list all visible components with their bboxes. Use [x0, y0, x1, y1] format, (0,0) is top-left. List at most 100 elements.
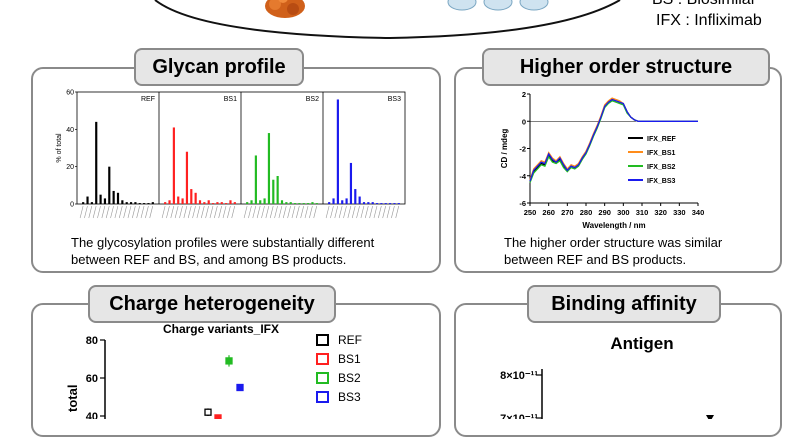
- glycan-bar: [147, 203, 150, 204]
- ifx-abbreviation: IFX : Infliximab: [656, 12, 762, 29]
- glycan-x-tick-label: [261, 205, 265, 219]
- glycan-x-tick-label: [391, 205, 395, 219]
- glycan-panel-label: REF: [141, 96, 155, 103]
- glycan-bar: [375, 203, 379, 204]
- cd-legend-label: IFX_BS2: [647, 164, 676, 171]
- glycan-x-tick-label: [282, 205, 287, 219]
- glycan-x-tick-label: [334, 205, 339, 219]
- glycan-bar: [125, 202, 128, 204]
- glycan-bar: [220, 202, 223, 204]
- glycan-x-tick-label: [300, 205, 304, 219]
- glycan-x-tick-label: [222, 205, 227, 219]
- cd-x-tick-label: 320: [654, 208, 667, 217]
- glycan-x-tick-label: [256, 205, 261, 219]
- glycan-x-tick-label: [243, 205, 248, 219]
- glycan-bar: [90, 202, 93, 204]
- cd-x-tick-label: 280: [580, 208, 593, 217]
- glycan-x-tick-label: [360, 205, 365, 219]
- charge-legend-label: BS2: [338, 371, 361, 385]
- glycan-x-tick-label: [231, 205, 236, 219]
- glycan-x-tick-label: [79, 205, 84, 219]
- cd-y-tick-label: -6: [519, 199, 526, 208]
- glycan-x-tick-label: [105, 205, 110, 219]
- glycan-y-label: % of total: [56, 133, 63, 163]
- cd-x-tick-label: 250: [524, 208, 537, 217]
- glycan-panel-title: Glycan profile: [134, 48, 304, 86]
- cd-x-tick-label: 260: [542, 208, 555, 217]
- glycan-x-tick-label: [325, 205, 330, 219]
- charge-y-tick-label: 60: [86, 373, 98, 385]
- cd-y-tick-label: 0: [522, 117, 526, 126]
- glycan-x-tick-label: [291, 205, 296, 219]
- glycan-x-tick-label: [145, 205, 149, 219]
- glycan-x-tick-label: [347, 205, 352, 219]
- glycan-bar: [246, 202, 249, 204]
- glycan-bar: [185, 151, 189, 204]
- glycan-bar: [362, 202, 366, 204]
- cd-y-label: CD / mdeg: [500, 129, 509, 169]
- cd-series-line: [529, 98, 698, 182]
- cd-x-tick-label: 330: [673, 208, 686, 217]
- charge-legend-swatch: [316, 334, 329, 346]
- glycan-bar: [181, 198, 184, 204]
- glycan-bar: [168, 200, 171, 204]
- cd-x-tick-label: 290: [598, 208, 611, 217]
- glycan-x-tick-label: [161, 205, 166, 219]
- hos-panel-title: Higher order structure: [482, 48, 770, 86]
- glycan-panel-label: BS2: [306, 96, 319, 103]
- glycan-bar: [225, 203, 228, 204]
- glycan-bar: [289, 202, 292, 204]
- glycan-x-tick-label: [378, 205, 382, 219]
- glycan-bar: [272, 179, 275, 204]
- glycan-x-tick-label: [123, 205, 127, 219]
- glycan-bar: [99, 194, 102, 204]
- glycan-y-tick-label: 20: [66, 164, 74, 171]
- glycan-x-tick-label: [114, 205, 119, 219]
- antigen-y-tick-label: 7×10⁻¹¹: [500, 413, 538, 419]
- charge-legend-label: BS3: [338, 390, 361, 404]
- glycan-bar: [95, 121, 98, 204]
- glycan-bar: [276, 176, 279, 204]
- charge-point: [236, 383, 244, 392]
- glycan-bar: [332, 198, 335, 204]
- protein-icon: [265, 0, 305, 18]
- glycan-x-tick-label: [97, 205, 101, 219]
- glycan-bar: [389, 203, 392, 204]
- charge-legend-label: BS1: [338, 352, 361, 366]
- glycan-bar: [211, 203, 215, 204]
- glycan-bar: [207, 200, 210, 204]
- top-illustration: [154, 0, 621, 40]
- glycan-bar: [143, 203, 146, 204]
- glycan-x-tick-label: [386, 205, 391, 219]
- glycan-x-tick-label: [248, 205, 252, 219]
- glycan-bar: [216, 202, 219, 204]
- charge-panel-title: Charge heterogeneity: [88, 285, 336, 323]
- charge-y-tick-label: 40: [86, 411, 98, 419]
- glycan-x-tick-label: [84, 205, 88, 219]
- cd-y-tick-label: -2: [519, 145, 526, 154]
- glycan-bar: [254, 155, 257, 204]
- antigen-binding-chart: Antigen 8×10⁻¹¹ 7×10⁻¹¹: [500, 334, 714, 419]
- charge-point: [214, 414, 222, 419]
- glycan-x-tick-label: [356, 205, 360, 219]
- glycan-x-tick-label: [196, 205, 201, 219]
- glycan-bar: [380, 203, 383, 204]
- glycan-bar: [397, 203, 400, 204]
- cd-y-tick-label: -4: [519, 172, 526, 181]
- glycan-x-tick-label: [278, 205, 283, 219]
- glycan-bar: [336, 99, 339, 204]
- glycan-bar: [358, 196, 361, 204]
- glycan-x-tick-label: [382, 205, 386, 219]
- glycan-x-tick-label: [136, 205, 140, 219]
- charge-point: [204, 408, 212, 416]
- cd-x-tick-label: 310: [636, 208, 649, 217]
- glycan-x-tick-label: [304, 205, 309, 219]
- glycan-bar: [259, 200, 262, 204]
- glycan-x-tick-label: [309, 205, 313, 219]
- glycan-x-tick-label: [252, 205, 257, 219]
- glycan-x-tick-label: [192, 205, 196, 219]
- binding-panel-title: Binding affinity: [527, 285, 721, 323]
- glycan-bar: [108, 166, 111, 204]
- glycan-bar: [177, 196, 180, 204]
